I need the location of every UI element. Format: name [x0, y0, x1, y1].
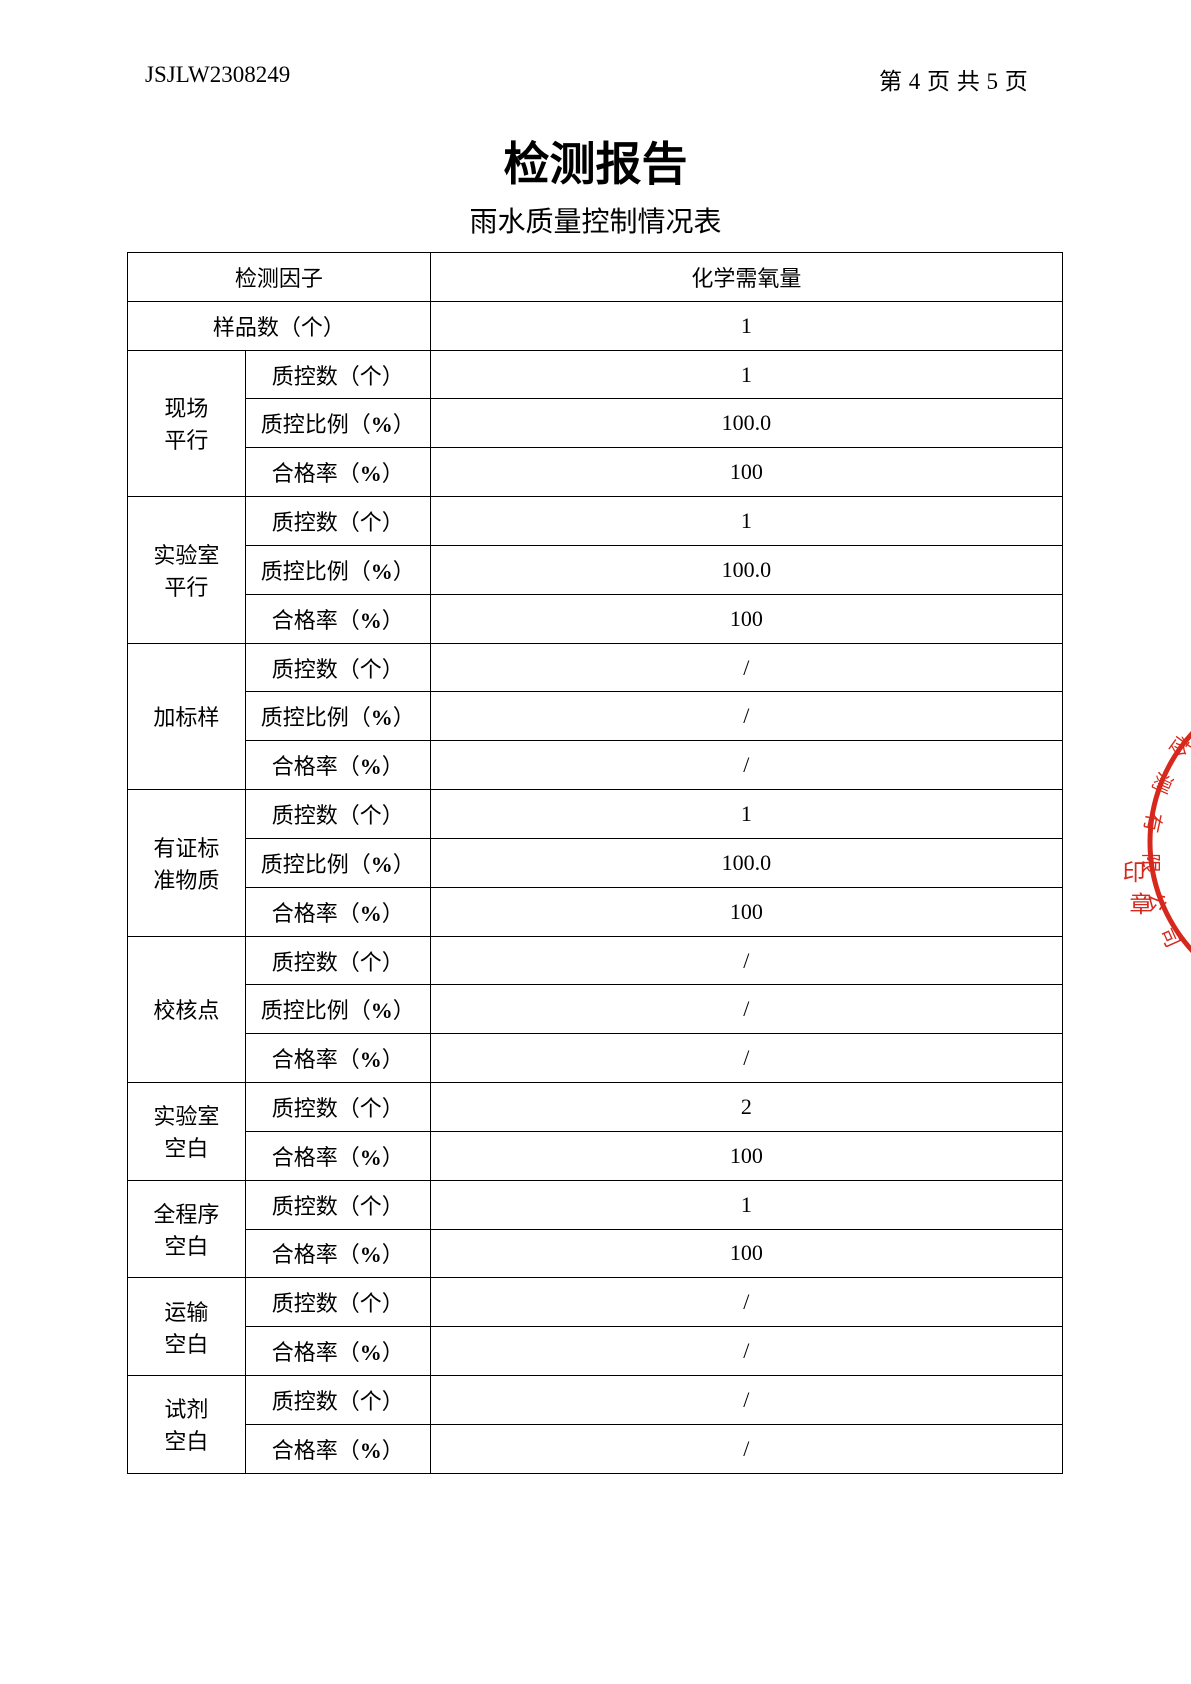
svg-text:司: 司: [1155, 924, 1183, 951]
svg-text:印: 印: [1123, 860, 1146, 885]
svg-text:检: 检: [1164, 731, 1191, 761]
svg-text:有: 有: [1139, 810, 1166, 834]
svg-text:章: 章: [1130, 892, 1153, 917]
svg-text:测: 测: [1187, 699, 1191, 729]
svg-text:测: 测: [1147, 769, 1176, 797]
